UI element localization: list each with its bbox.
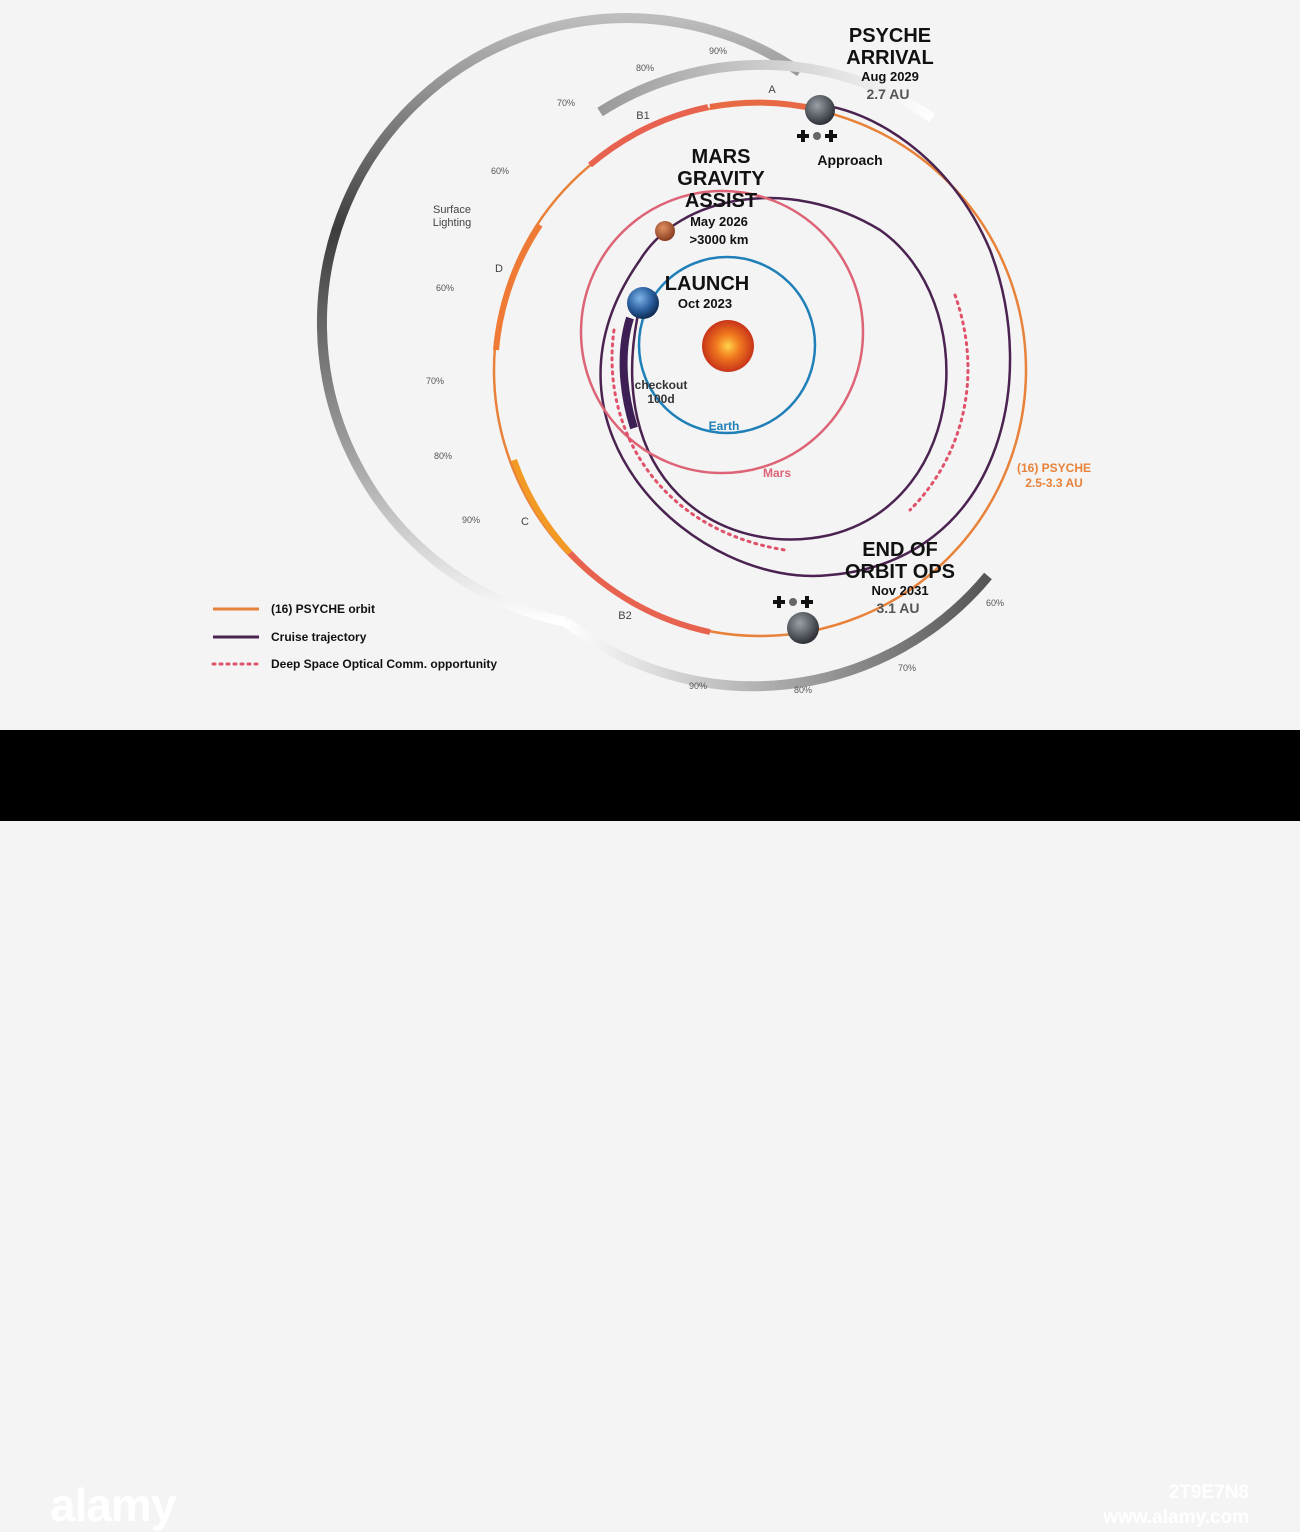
mars-assist-distance: >3000 km <box>690 232 749 247</box>
watermark-brand: alamy <box>50 1479 176 1531</box>
arrival-title-1: PSYCHE <box>849 25 931 47</box>
launch-date: Oct 2023 <box>678 296 732 311</box>
approach-label: Approach <box>817 152 882 168</box>
arrival-distance: 2.7 AU <box>866 86 909 102</box>
earth-orbit <box>637 255 817 435</box>
surface-lighting-ring-left <box>316 13 803 627</box>
sun <box>702 320 754 372</box>
phase-label-d: D <box>495 263 503 275</box>
mars-assist-title-3: ASSIST <box>685 190 757 212</box>
checkout-label-2: 100d <box>647 392 674 406</box>
earth-planet <box>627 287 659 319</box>
lighting-pct-label: 70% <box>898 663 916 673</box>
end-ops-distance: 3.1 AU <box>876 600 919 616</box>
end-ops-date: Nov 2031 <box>871 583 928 598</box>
watermark-footer: alamy 2T9E7N8 www.alamy.com <box>0 730 1300 1531</box>
lighting-pct-label: 60% <box>436 283 454 293</box>
psyche-orbit-label-1: (16) PSYCHE <box>1017 461 1091 475</box>
mars-assist-title-2: GRAVITY <box>677 168 765 190</box>
surface-lighting-ring-bottom <box>562 572 992 692</box>
lighting-pct-label: 60% <box>491 166 509 176</box>
orbit-diagram-svg: PSYCHE ARRIVAL Aug 2029 2.7 AU Approach … <box>211 13 1091 695</box>
legend-optical-label: Deep Space Optical Comm. opportunity <box>271 657 497 671</box>
asteroid-arrival <box>805 95 835 125</box>
lighting-pct-label: 70% <box>557 98 575 108</box>
launch-title: LAUNCH <box>665 273 749 295</box>
optical-comm-arc-left <box>610 328 787 552</box>
legend: (16) PSYCHE orbit Cruise trajectory Deep… <box>211 602 497 671</box>
spacecraft-end-ops-icon <box>773 596 813 608</box>
psyche-orbit-label-2: 2.5-3.3 AU <box>1025 476 1083 490</box>
phase-label-a: A <box>768 84 776 96</box>
watermark-image-id: 2T9E7N8 <box>1168 1482 1249 1503</box>
end-ops-title-1: END OF <box>862 539 938 561</box>
end-ops-title-2: ORBIT OPS <box>845 561 955 583</box>
lighting-pct-label: 70% <box>426 376 444 386</box>
mars-orbit <box>579 189 865 475</box>
cruise-trajectory <box>599 103 1012 578</box>
legend-psyche-orbit-label: (16) PSYCHE orbit <box>271 602 375 616</box>
surface-lighting-label-2: Lighting <box>433 217 472 229</box>
lighting-pct-label: 80% <box>434 451 452 461</box>
mission-diagram: PSYCHE ARRIVAL Aug 2029 2.7 AU Approach … <box>0 0 1300 730</box>
lighting-pct-label: 80% <box>636 63 654 73</box>
spacecraft-approach-icon <box>797 130 837 142</box>
mars-assist-date: May 2026 <box>690 214 748 229</box>
arrival-date: Aug 2029 <box>861 69 919 84</box>
surface-lighting-label-1: Surface <box>433 204 471 216</box>
lighting-pct-label: 90% <box>462 515 480 525</box>
phase-band-a <box>709 99 821 113</box>
legend-cruise-label: Cruise trajectory <box>271 630 367 644</box>
phase-label-c: C <box>521 516 529 528</box>
lighting-pct-label: 90% <box>689 681 707 691</box>
checkout-label-1: checkout <box>635 378 688 392</box>
surface-lighting-ring-top <box>597 59 935 123</box>
phase-band-b2 <box>567 550 711 635</box>
mars-planet <box>655 221 675 241</box>
arrival-title-2: ARRIVAL <box>846 47 933 69</box>
mars-assist-title-1: MARS <box>692 146 751 168</box>
checkout-segment <box>619 316 638 430</box>
watermark-url: www.alamy.com <box>1103 1507 1249 1528</box>
asteroid-end-ops <box>787 612 819 644</box>
phase-band-c <box>511 459 573 556</box>
lighting-pct-label: 90% <box>709 46 727 56</box>
lighting-pct-label: 60% <box>986 598 1004 608</box>
phase-label-b1: B1 <box>636 110 649 122</box>
optical-comm-arc-right <box>908 293 970 512</box>
phase-label-b2: B2 <box>618 610 631 622</box>
phase-band-b1 <box>588 104 709 168</box>
earth-orbit-label: Earth <box>709 419 740 433</box>
phase-band-d <box>493 223 543 351</box>
mars-orbit-label: Mars <box>763 466 791 480</box>
lighting-pct-label: 80% <box>794 685 812 695</box>
